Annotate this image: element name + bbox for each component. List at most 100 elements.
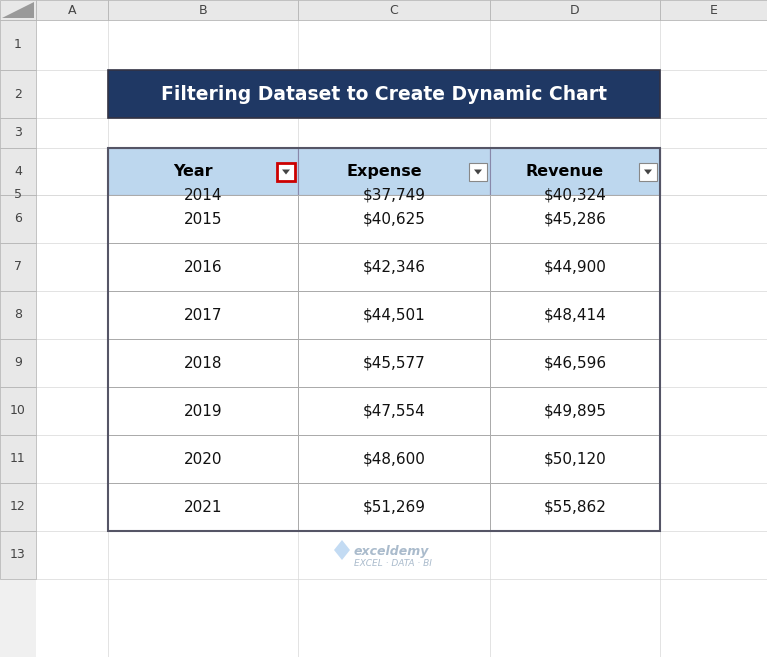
Bar	[490, 195, 660, 243]
Text: 2021: 2021	[184, 499, 222, 514]
Text: 3: 3	[14, 127, 22, 139]
Text: $40,625: $40,625	[363, 212, 426, 227]
Text: 11: 11	[10, 453, 26, 466]
Text: $42,346: $42,346	[363, 260, 426, 275]
Text: $50,120: $50,120	[544, 451, 607, 466]
Bar	[0, 118, 36, 148]
Text: 1: 1	[14, 39, 22, 51]
Polygon shape	[282, 170, 290, 175]
Text: 5: 5	[14, 189, 22, 202]
Bar	[36, 0, 108, 20]
Bar	[108, 0, 298, 20]
Bar	[490, 291, 660, 339]
Text: 13: 13	[10, 549, 26, 562]
Text: EXCEL · DATA · BI: EXCEL · DATA · BI	[354, 558, 432, 568]
Bar	[0, 291, 36, 339]
Bar	[298, 291, 490, 339]
Text: 2015: 2015	[184, 212, 222, 227]
Bar	[298, 195, 490, 243]
Text: 4: 4	[14, 165, 22, 178]
Text: E: E	[709, 3, 717, 16]
Bar	[0, 483, 36, 531]
Text: 8: 8	[14, 309, 22, 321]
Text: $51,269: $51,269	[363, 499, 426, 514]
Text: $46,596: $46,596	[544, 355, 607, 371]
Text: Revenue: Revenue	[526, 164, 604, 179]
Text: B: B	[199, 3, 207, 16]
Text: $55,862: $55,862	[544, 499, 607, 514]
Bar	[490, 387, 660, 435]
Bar	[0, 243, 36, 291]
Bar	[0, 435, 36, 483]
Text: 2019: 2019	[183, 403, 222, 419]
Bar	[0, 195, 36, 243]
Bar	[108, 291, 298, 339]
Bar	[108, 387, 298, 435]
Text: 2016: 2016	[183, 260, 222, 275]
Bar	[298, 243, 490, 291]
Bar	[108, 483, 298, 531]
Text: A: A	[67, 3, 76, 16]
Bar	[108, 148, 298, 195]
Text: 6: 6	[14, 212, 22, 225]
Bar	[490, 435, 660, 483]
Text: 2: 2	[14, 87, 22, 101]
Text: $45,577: $45,577	[363, 355, 426, 371]
Bar	[0, 70, 36, 118]
Bar	[490, 483, 660, 531]
Text: $48,414: $48,414	[544, 307, 607, 323]
Text: 9: 9	[14, 357, 22, 369]
Bar	[0, 20, 36, 70]
Text: Expense: Expense	[346, 164, 422, 179]
Bar	[490, 339, 660, 387]
Bar	[490, 148, 660, 195]
Text: $40,324: $40,324	[544, 187, 607, 202]
Bar	[108, 70, 660, 118]
Bar	[490, 243, 660, 291]
Bar	[298, 339, 490, 387]
Text: Filtering Dataset to Create Dynamic Chart: Filtering Dataset to Create Dynamic Char…	[161, 85, 607, 104]
Text: 2017: 2017	[184, 307, 222, 323]
Polygon shape	[2, 2, 34, 18]
Polygon shape	[644, 170, 652, 175]
Text: 2018: 2018	[184, 355, 222, 371]
Text: 2020: 2020	[184, 451, 222, 466]
Bar	[0, 0, 36, 20]
Bar	[0, 531, 36, 579]
Text: $48,600: $48,600	[363, 451, 426, 466]
Text: $47,554: $47,554	[363, 403, 426, 419]
Bar	[298, 148, 490, 195]
Bar	[108, 339, 298, 387]
Bar	[298, 387, 490, 435]
Bar	[0, 148, 36, 195]
Text: $44,501: $44,501	[363, 307, 426, 323]
Text: C: C	[390, 3, 398, 16]
Bar	[108, 195, 298, 243]
Bar	[108, 148, 660, 531]
Bar	[108, 435, 298, 483]
Text: Year: Year	[173, 164, 212, 179]
Text: 12: 12	[10, 501, 26, 514]
Bar	[639, 162, 657, 181]
Bar	[277, 162, 295, 181]
Text: $44,900: $44,900	[544, 260, 607, 275]
Bar	[298, 0, 490, 20]
Bar	[298, 483, 490, 531]
Text: 7: 7	[14, 260, 22, 273]
Text: $45,286: $45,286	[544, 212, 607, 227]
Bar	[469, 162, 487, 181]
Bar	[660, 0, 767, 20]
Bar	[108, 243, 298, 291]
Bar	[298, 435, 490, 483]
Text: exceldemy: exceldemy	[354, 545, 430, 558]
Text: $37,749: $37,749	[363, 187, 426, 202]
Text: $49,895: $49,895	[544, 403, 607, 419]
Text: D: D	[570, 3, 580, 16]
Text: 10: 10	[10, 405, 26, 417]
Bar	[0, 387, 36, 435]
Polygon shape	[334, 540, 350, 560]
Bar	[0, 339, 36, 387]
Polygon shape	[474, 170, 482, 175]
Text: 2014: 2014	[184, 187, 222, 202]
Bar	[490, 0, 660, 20]
